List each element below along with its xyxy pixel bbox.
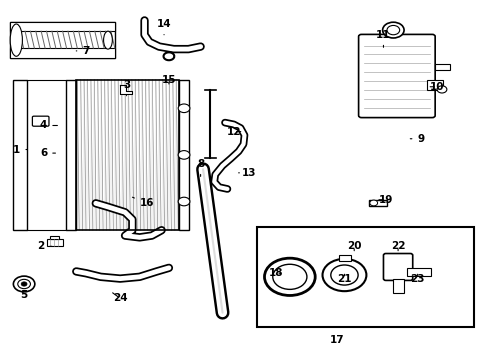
Text: 13: 13	[238, 168, 256, 178]
Text: 22: 22	[390, 241, 405, 251]
Bar	[368, 200, 386, 206]
Bar	[427, 80, 442, 90]
Text: 12: 12	[226, 127, 241, 136]
Bar	[13, 80, 26, 230]
Circle shape	[178, 104, 189, 113]
Circle shape	[382, 22, 403, 38]
Circle shape	[436, 86, 446, 93]
Text: 5: 5	[20, 284, 28, 300]
Text: 24: 24	[112, 293, 127, 303]
Ellipse shape	[103, 31, 112, 49]
Bar	[256, 226, 473, 327]
Text: 20: 20	[346, 241, 361, 251]
Text: 10: 10	[429, 82, 444, 92]
Text: 11: 11	[375, 30, 390, 47]
Text: 3: 3	[122, 80, 130, 96]
Text: 18: 18	[268, 268, 283, 278]
Circle shape	[21, 282, 27, 286]
Bar	[50, 236, 59, 239]
Ellipse shape	[10, 24, 22, 56]
Text: 9: 9	[409, 134, 424, 144]
Text: 8: 8	[197, 159, 204, 176]
Polygon shape	[120, 85, 132, 94]
Bar	[10, 22, 115, 58]
Bar	[178, 80, 189, 230]
Text: 15: 15	[162, 75, 176, 85]
Circle shape	[330, 265, 357, 285]
Text: 21: 21	[337, 274, 351, 284]
Text: 19: 19	[378, 195, 392, 205]
Bar	[65, 80, 76, 230]
Bar	[406, 268, 430, 276]
Circle shape	[178, 197, 189, 206]
Text: 14: 14	[157, 19, 171, 35]
Text: 16: 16	[132, 197, 154, 208]
Circle shape	[13, 276, 35, 292]
Bar	[338, 255, 350, 261]
Text: 23: 23	[409, 274, 424, 284]
FancyBboxPatch shape	[358, 35, 434, 118]
FancyBboxPatch shape	[32, 116, 49, 126]
Bar	[47, 239, 62, 246]
Bar	[76, 80, 178, 230]
Circle shape	[369, 200, 377, 206]
Circle shape	[18, 279, 30, 289]
Circle shape	[386, 26, 399, 35]
Text: 1: 1	[13, 144, 27, 154]
Circle shape	[322, 259, 366, 291]
Circle shape	[178, 150, 189, 159]
Bar	[434, 64, 449, 70]
Text: 2: 2	[37, 241, 52, 251]
Circle shape	[264, 258, 315, 296]
Text: 7: 7	[76, 46, 89, 56]
Bar	[10, 22, 115, 31]
Bar	[392, 279, 403, 293]
Text: 6: 6	[40, 148, 55, 158]
Circle shape	[272, 264, 306, 289]
Bar	[76, 80, 178, 230]
Text: 17: 17	[329, 334, 344, 345]
FancyBboxPatch shape	[383, 253, 412, 280]
Text: 4: 4	[40, 121, 57, 130]
Bar	[10, 48, 115, 58]
